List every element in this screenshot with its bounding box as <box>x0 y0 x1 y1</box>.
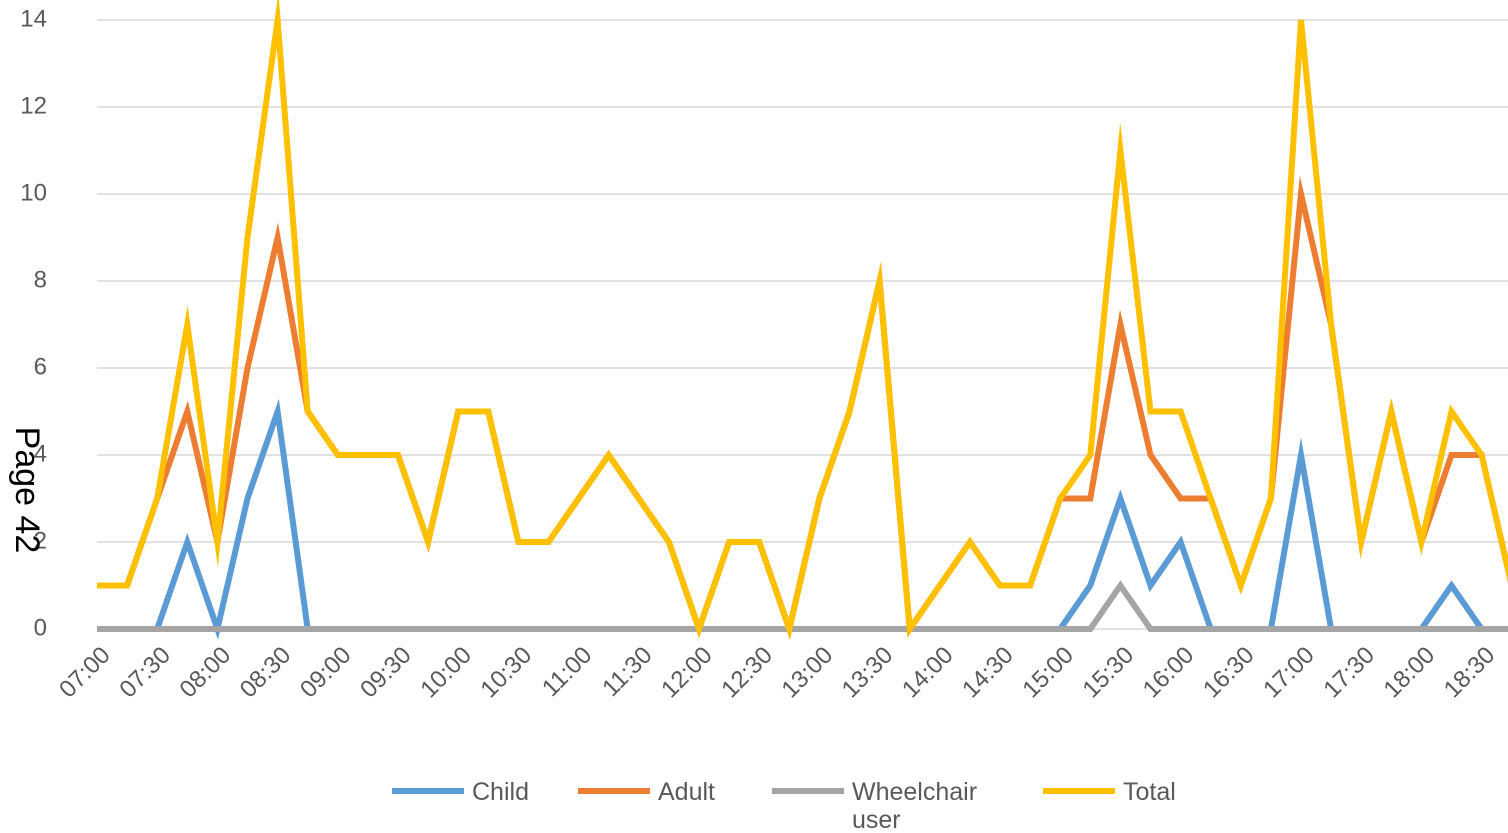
y-tick-label: 12 <box>20 92 47 119</box>
x-tick-label: 16:00 <box>1138 642 1200 704</box>
page-label: Page 42 <box>8 427 46 554</box>
x-tick-label: 16:30 <box>1198 642 1260 704</box>
x-tick-label: 10:00 <box>415 642 477 704</box>
y-tick-label: 8 <box>34 266 47 293</box>
x-tick-label: 17:00 <box>1258 642 1320 704</box>
x-tick-label: 11:00 <box>537 642 597 702</box>
legend-label-total: Total <box>1123 778 1176 806</box>
x-tick-label: 15:00 <box>1017 642 1079 704</box>
x-tick-label: 14:30 <box>957 642 1019 704</box>
x-tick-label: 08:00 <box>175 642 237 704</box>
x-tick-label: 17:30 <box>1318 642 1380 704</box>
series-lines <box>97 20 1508 629</box>
x-axis: 07:0007:3008:0008:3009:0009:3010:0010:30… <box>54 642 1500 704</box>
legend-label-wheelchair-user: Wheelchair user <box>852 778 977 833</box>
y-tick-label: 6 <box>34 353 47 380</box>
x-tick-label: 12:30 <box>716 642 778 704</box>
x-tick-label: 13:30 <box>837 642 899 704</box>
x-tick-label: 08:30 <box>235 642 297 704</box>
x-tick-label: 14:00 <box>897 642 959 704</box>
x-tick-label: 09:30 <box>355 642 417 704</box>
legend: Child Adult Wheelchair user Total <box>392 778 1176 833</box>
legend-label-child: Child <box>472 778 529 806</box>
series-line-child <box>97 412 1508 630</box>
legend-label-adult: Adult <box>658 778 715 806</box>
series-line-total <box>97 20 1508 629</box>
x-tick-label: 18:30 <box>1439 642 1501 704</box>
y-tick-label: 0 <box>34 614 47 641</box>
x-tick-label: 15:30 <box>1078 642 1140 704</box>
x-tick-label: 07:30 <box>114 642 176 704</box>
x-tick-label: 12:00 <box>656 642 718 704</box>
x-tick-label: 13:00 <box>777 642 839 704</box>
x-tick-label: 09:00 <box>295 642 357 704</box>
x-tick-label: 10:30 <box>476 642 538 704</box>
y-tick-label: 10 <box>20 179 47 206</box>
x-tick-label: 07:00 <box>54 642 116 704</box>
x-tick-label: 18:00 <box>1379 642 1441 704</box>
y-tick-label: 14 <box>20 5 47 32</box>
x-tick-label: 11:30 <box>597 642 657 702</box>
